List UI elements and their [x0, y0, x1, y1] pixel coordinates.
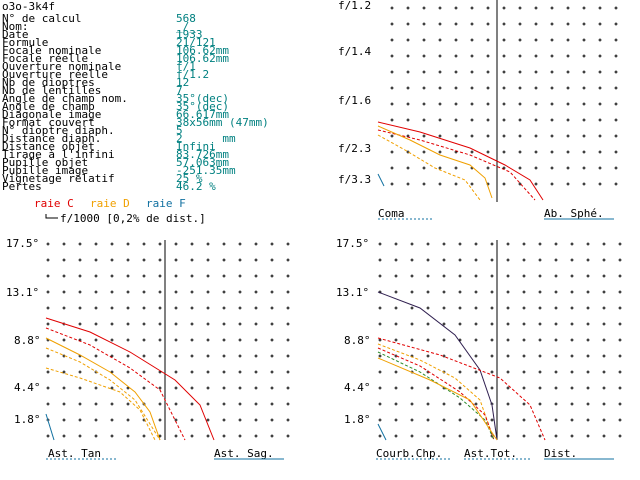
tr-ylabel-1: f/1.2 — [338, 0, 372, 12]
info-value: 7 — [176, 84, 183, 97]
info-label: Distance objet — [2, 140, 95, 153]
info-value: 25 % — [176, 172, 203, 185]
info-label: Ouverture nominale — [2, 60, 122, 73]
tab-dist[interactable]: Dist. — [544, 447, 578, 460]
bl-curve-d — [45, 337, 161, 441]
tr-curve-f — [377, 173, 385, 187]
info-value: 57.063mm — [176, 156, 229, 169]
info-value: 106.62mm — [176, 52, 229, 65]
info-value: 38x56mm (47mm) — [176, 116, 269, 129]
br-curve-dark — [377, 291, 498, 441]
info-value: -251.35mm — [176, 164, 236, 177]
tab-ast-tot[interactable]: Ast.Tot. — [464, 447, 517, 460]
tr-ylabel-2: f/1.4 — [338, 45, 372, 58]
tr-curve-c — [377, 121, 544, 201]
info-value: 35°(dec) — [176, 100, 229, 113]
info-value: 12 — [176, 76, 190, 89]
tr-curve-d — [377, 125, 493, 199]
info-value: 5 — [176, 124, 183, 137]
info-label: Formule — [2, 36, 49, 49]
info-label: Nom: — [2, 20, 29, 33]
info-label: Pupille image — [2, 164, 89, 177]
info-value: 66.617mm — [176, 108, 229, 121]
bl-ylabel-2: 13.1° — [6, 286, 40, 299]
tr-ylabel-5: f/3.3 — [338, 173, 372, 186]
scale-note: f/1000 [0,2% de dist.] — [60, 212, 206, 225]
info-value: 2 mm — [176, 132, 236, 145]
info-label: Nb de lentilles — [2, 84, 102, 97]
info-value: 35°(dec) — [176, 92, 229, 105]
info-label: Angle de champ nom. — [2, 92, 128, 105]
br-curve-d — [377, 343, 495, 441]
bl-curve-f — [45, 413, 55, 441]
legend-raie-f: raie F — [146, 197, 186, 210]
bl-curve-c-dash — [45, 327, 186, 441]
tab-courb-chp[interactable]: Courb.Chp. — [376, 447, 443, 460]
info-label: N° de calcul — [2, 12, 82, 25]
bl-ylabel-4: 4.4° — [14, 381, 41, 394]
info-label: Vignetage relatif — [2, 172, 115, 185]
tab-coma[interactable]: Coma — [378, 207, 405, 220]
tab-ast-sag[interactable]: Ast. Sag. — [214, 447, 274, 460]
legend-raie-d: raie D — [90, 197, 130, 210]
info-value: 106.62mm — [176, 44, 229, 57]
bl-curve-d-dash — [45, 347, 161, 441]
bl-ylabel-1: 17.5° — [6, 237, 40, 250]
tr-ylabel-4: f/2.3 — [338, 142, 372, 155]
legend-raie-c: raie C — [34, 197, 74, 210]
br-ylabel-5: 1.8° — [344, 413, 371, 426]
tab-ast-tan[interactable]: Ast. Tan — [48, 447, 101, 460]
bl-ylabel-3: 8.8° — [14, 334, 41, 347]
br-ylabel-4: 4.4° — [344, 381, 371, 394]
info-label: Ouverture réelle — [2, 68, 108, 81]
info-value: Infini — [176, 140, 216, 153]
info-label: Tirage à l'infini — [2, 148, 115, 161]
info-label: Nb de dioptres — [2, 76, 95, 89]
info-value: 46.2 % — [176, 180, 216, 193]
info-value: f/1.2 — [176, 68, 210, 81]
info-value: 21/121 — [176, 36, 216, 49]
br-ylabel-3: 8.8° — [344, 334, 371, 347]
info-value: f/1 — [176, 60, 196, 73]
br-curve-f — [377, 423, 387, 441]
bl-curve-c — [45, 317, 215, 441]
info-label: Focale réelle — [2, 52, 89, 65]
scale-mark — [45, 214, 58, 219]
info-label: Distance diaph. — [2, 132, 102, 145]
tr-curve-d-dash — [377, 134, 481, 201]
tr-curve-c-dash — [377, 129, 536, 201]
info-label: Pertes — [2, 180, 42, 193]
info-value: 1933 — [176, 28, 203, 41]
info-label: N° dioptre diaph. — [2, 124, 115, 137]
bl-curve-d-dash2 — [45, 367, 156, 441]
br-curve-c-dist — [377, 337, 546, 441]
tr-ylabel-3: f/1.6 — [338, 94, 372, 107]
info-label: Focale nominale — [2, 44, 102, 57]
info-value: 568 — [176, 12, 196, 25]
br-ylabel-1: 17.5° — [336, 237, 370, 250]
br-ylabel-2: 13.1° — [336, 286, 370, 299]
br-curve-c — [377, 347, 495, 441]
br-curve-g — [377, 351, 495, 441]
tab-ab-sphe[interactable]: Ab. Sphé. — [544, 207, 604, 220]
bl-ylabel-5: 1.8° — [14, 413, 41, 426]
info-label: Pupille objet — [2, 156, 89, 169]
br-curve-d-solid — [377, 357, 498, 441]
info-label: Diagonale image — [2, 108, 102, 121]
info-label: Angle de champ — [2, 100, 95, 113]
info-value: 83.726mm — [176, 148, 229, 161]
info-value: _/_ — [176, 20, 196, 33]
info-label: Date — [2, 28, 29, 41]
info-label: Format couvert — [2, 116, 95, 129]
window-title: o3o-3k4f — [2, 0, 55, 13]
